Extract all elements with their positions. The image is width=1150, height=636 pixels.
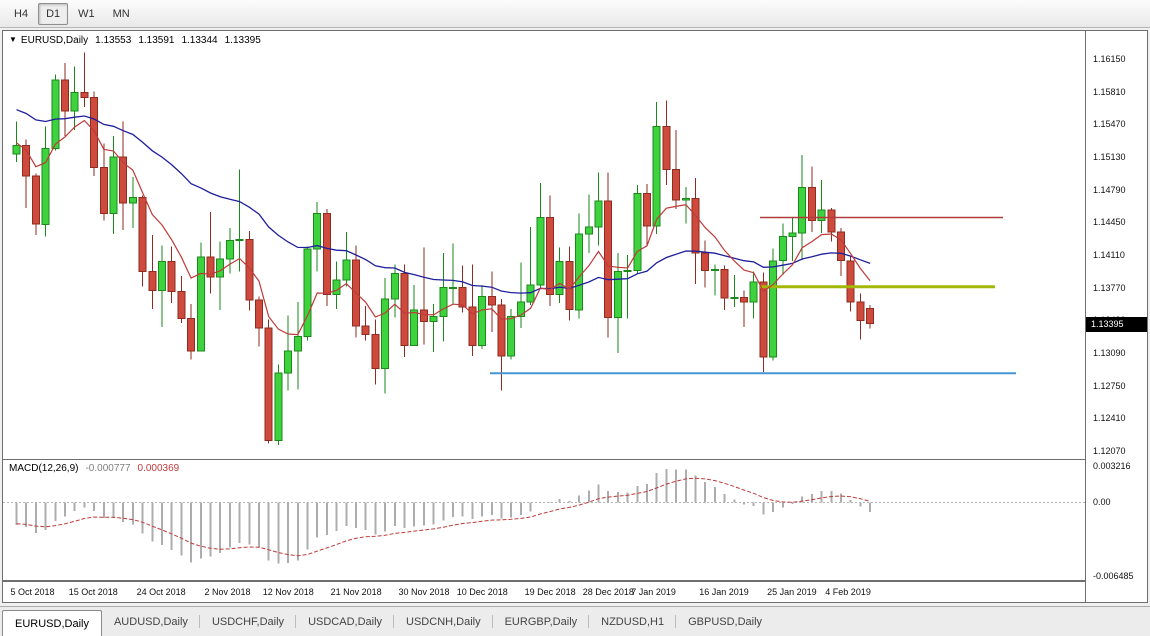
current-price-badge: 1.13395 [1086,316,1147,332]
ma-slow-line[interactable] [16,109,871,294]
price-axis-label: 1.14450 [1093,217,1126,228]
tab-usdcad-daily[interactable]: USDCAD,Daily [296,607,395,636]
price-axis-label: 1.14110 [1093,249,1125,260]
tab-usdcnh-daily[interactable]: USDCNH,Daily [394,607,493,636]
candles-layer [12,52,875,446]
time-axis-label: 5 Oct 2018 [10,587,55,597]
tab-audusd-daily[interactable]: AUDUSD,Daily [102,607,200,636]
price-axis-label: 1.15810 [1093,86,1126,97]
chart-tabs-bar: EURUSD,Daily AUDUSD,Daily USDCHF,Daily USDC… [0,606,1150,636]
symbol-label: EURUSD,Daily [20,35,89,46]
ma-fast-line[interactable] [16,119,871,336]
macd-signal-line [16,477,871,557]
tab-usdchf-daily[interactable]: USDCHF,Daily [200,607,297,636]
time-axis-label: 16 Jan 2019 [699,587,749,597]
time-axis-label: 7 Jan 2019 [631,587,676,597]
time-axis-label: 19 Dec 2018 [524,587,576,597]
timeframe-toolbar: H4 D1 W1 MN [0,0,1150,28]
macd-axis-label: -0.006485 [1093,571,1134,581]
price-axis-label: 1.14790 [1093,184,1126,195]
ohlc-close-value: 1.13395 [224,35,261,46]
macd-signal-value: 0.000369 [137,463,180,474]
time-axis-label: 24 Oct 2018 [136,587,186,597]
price-axis-label: 1.12070 [1093,445,1126,456]
price-axis-label: 1.15130 [1093,151,1126,162]
time-axis-label: 15 Oct 2018 [68,587,118,597]
macd-name: MACD(12,26,9) [9,463,79,474]
time-axis-label: 28 Dec 2018 [582,587,634,597]
macd-axis-label: 0.003216 [1093,461,1131,471]
time-axis-label: 25 Jan 2019 [767,587,817,597]
tab-nzdusd-h1[interactable]: NZDUSD,H1 [589,607,677,636]
price-axis[interactable]: 1.16150 1.15810 1.15470 1.15130 1.14790 1.144… [1085,31,1147,602]
price-axis-label: 1.12410 [1093,413,1126,424]
time-axis-label: 21 Nov 2018 [330,587,382,597]
time-axis-label: 30 Nov 2018 [398,587,450,597]
time-axis-label: 12 Nov 2018 [262,587,314,597]
price-axis-label: 1.15470 [1093,119,1126,130]
price-axis-label: 1.12750 [1093,380,1126,391]
macd-histogram [15,469,872,564]
tab-gbpusd-daily[interactable]: GBPUSD,Daily [688,615,763,628]
price-axis-label: 1.13090 [1093,347,1126,358]
time-axis-label: 2 Nov 2018 [204,587,251,597]
macd-label: MACD(12,26,9) -0.000777 0.000369 [9,463,179,474]
macd-histogram-value: -0.000777 [85,463,131,474]
time-axis-label: 4 Feb 2019 [825,587,871,597]
symbol-dropdown-icon[interactable]: ▼ [9,35,17,44]
timeframe-button-w1[interactable]: W1 [78,7,95,20]
price-axis-label: 1.16150 [1093,53,1126,64]
timeframe-button-mn[interactable]: MN [112,7,130,20]
macd-axis-label: 0.00 [1093,497,1111,508]
timeframe-button-h4[interactable]: H4 [14,7,29,20]
candlestick-chart[interactable] [3,31,1085,459]
chart-title: ▼ EURUSD,Daily 1.13553 1.13591 1.13344 1.1339… [9,35,261,46]
ohlc-open-value: 1.13553 [95,35,132,46]
macd-panel: MACD(12,26,9) -0.000777 0.000369 [3,459,1085,582]
tab-eurusd-daily[interactable]: EURUSD,Daily [2,610,102,636]
time-axis[interactable]: 5 Oct 2018 15 Oct 2018 24 Oct 2018 2 Nov 20… [3,582,1085,602]
price-axis-label: 1.13770 [1093,282,1126,293]
macd-indicator-chart [3,469,1085,564]
chart-window: ▼ EURUSD,Daily 1.13553 1.13591 1.13344 1.1339… [2,30,1148,603]
ohlc-low-value: 1.13344 [181,35,218,46]
ohlc-high-value: 1.13591 [138,35,175,46]
tab-eurgbp-daily[interactable]: EURGBP,Daily [493,607,590,636]
timeframe-button-d1[interactable]: D1 [38,2,69,25]
time-axis-label: 10 Dec 2018 [456,587,508,597]
